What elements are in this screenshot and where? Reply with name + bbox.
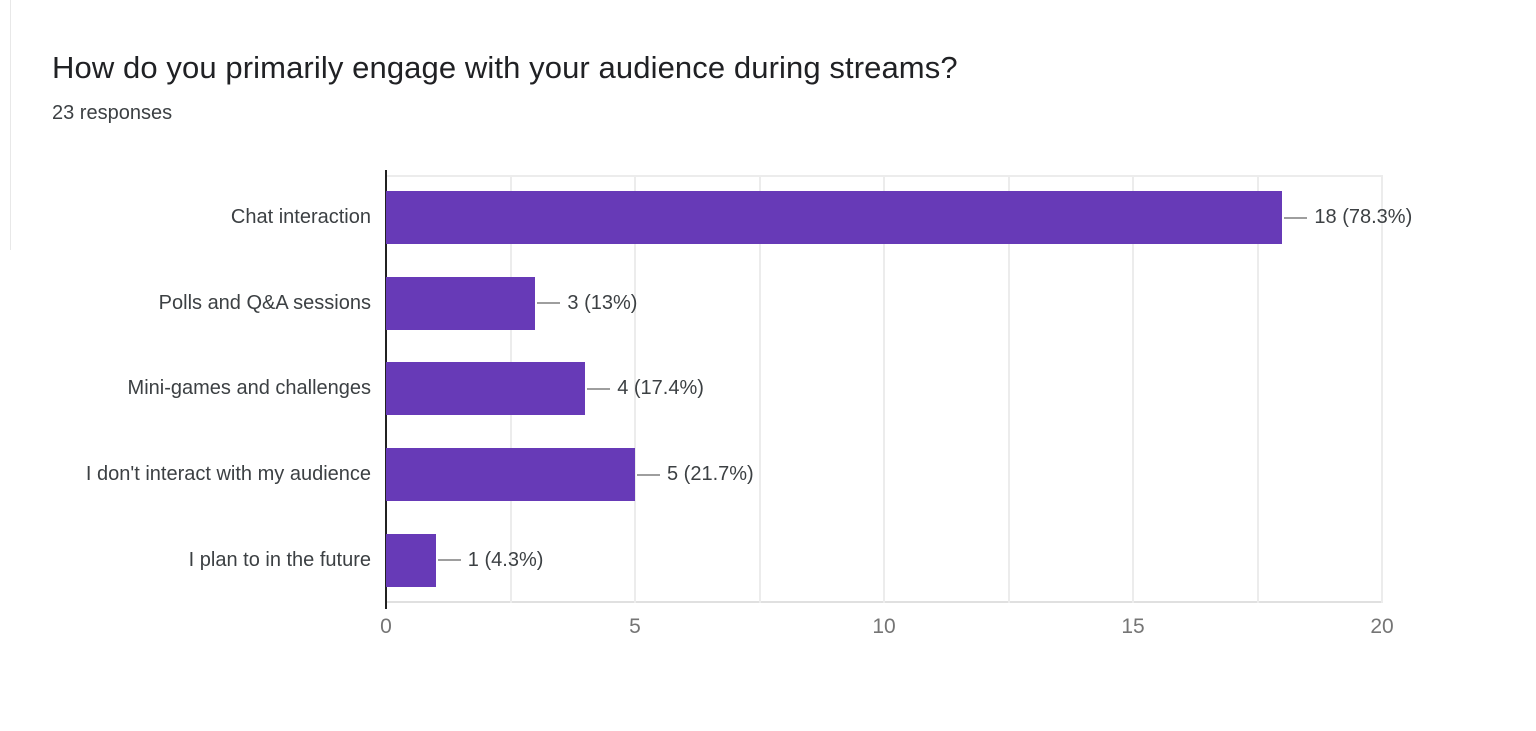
bar[interactable]	[386, 191, 1283, 245]
x-tick-label-15: 15	[1121, 615, 1145, 638]
bar[interactable]	[386, 276, 536, 330]
plot-area: Chat interaction 18 (78.3%) Polls and Q&A …	[86, 170, 1412, 638]
value-connector-line	[1284, 216, 1308, 219]
bar[interactable]	[386, 533, 436, 587]
category-label: I don't interact with my audience	[85, 463, 371, 486]
value-label: 5 (21.7%)	[667, 463, 754, 486]
card-edge-line	[10, 0, 11, 250]
bar-rows: Chat interaction 18 (78.3%) Polls and Q&A …	[86, 175, 1412, 603]
value-connector-line	[437, 559, 461, 562]
question-title: How do you primarily engage with your au…	[52, 50, 958, 85]
value-connector-line	[587, 387, 611, 390]
x-tick-label-10: 10	[872, 615, 896, 638]
x-tick-label-20: 20	[1370, 615, 1394, 638]
gridline-20	[1381, 175, 1383, 603]
gridline-10	[883, 175, 885, 603]
bar-row: I don't interact with my audience 5 (21.7…	[86, 432, 1382, 518]
value-label: 18 (78.3%)	[1314, 206, 1413, 229]
category-label: Mini-games and challenges	[127, 377, 371, 400]
response-count: 23 responses	[52, 102, 173, 124]
gridline-5	[634, 175, 636, 603]
category-label: Polls and Q&A sessions	[158, 291, 371, 314]
x-tick-label-0: 0	[380, 615, 392, 638]
gridline-12.5	[1007, 175, 1010, 603]
bar-row: Chat interaction 18 (78.3%)	[231, 175, 1412, 261]
bar-row: Polls and Q&A sessions 3 (13%)	[159, 261, 1382, 347]
value-connector-line	[537, 302, 561, 305]
category-label: Chat interaction	[230, 206, 371, 229]
value-connector-line	[637, 473, 660, 476]
value-label: 4 (17.4%)	[617, 377, 704, 400]
value-label: 1 (4.3%)	[467, 548, 544, 571]
gridline-7.5	[758, 175, 761, 603]
category-label: I plan to in the future	[188, 548, 371, 571]
bar[interactable]	[386, 362, 586, 416]
bar-row: I plan to in the future 1 (4.3%)	[189, 517, 1382, 603]
bar-row: Mini-games and challenges 4 (17.4%)	[128, 346, 1382, 432]
gridline-15	[1132, 175, 1134, 603]
bar[interactable]	[386, 448, 635, 502]
gridline-17.5	[1256, 175, 1259, 603]
value-label: 3 (13%)	[567, 291, 638, 314]
x-tick-label-5: 5	[629, 615, 641, 638]
